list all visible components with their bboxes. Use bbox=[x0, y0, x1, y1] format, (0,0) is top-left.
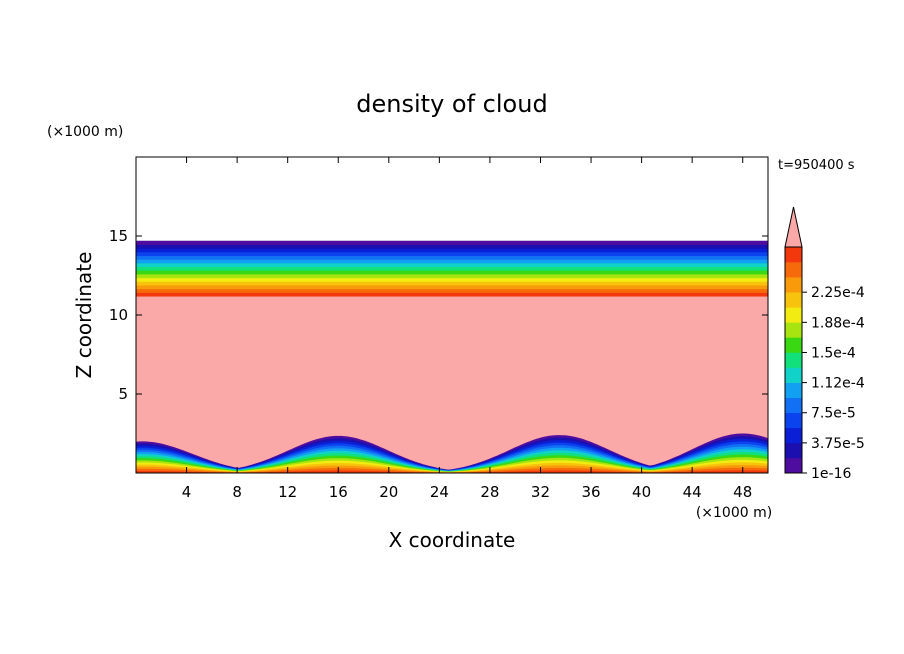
x-tick-label: 24 bbox=[430, 483, 449, 501]
plot-area bbox=[136, 240, 768, 473]
colorbar-label: 1.5e-4 bbox=[811, 345, 856, 361]
x-tick-label: 4 bbox=[182, 483, 192, 501]
colorbar-label: 2.25e-4 bbox=[811, 285, 865, 301]
colorbar-swatch bbox=[785, 247, 802, 263]
colorbar-swatch bbox=[785, 337, 802, 353]
upper-layer-band bbox=[136, 251, 768, 256]
y-tick-label: 10 bbox=[109, 306, 128, 324]
upper-layer-band bbox=[136, 255, 768, 260]
x-tick-label: 48 bbox=[733, 483, 752, 501]
colorbar-label: 1.88e-4 bbox=[811, 315, 865, 331]
time-label: t=950400 s bbox=[778, 158, 855, 173]
colorbar-swatch bbox=[785, 367, 802, 383]
colorbar-swatch bbox=[785, 397, 802, 414]
chart-title: density of cloud bbox=[356, 90, 547, 118]
y-axis-label: Z coordinate bbox=[72, 252, 96, 379]
upper-layer-band bbox=[136, 240, 768, 245]
colorbar-swatch bbox=[785, 442, 802, 459]
x-axis: 4 8 12 16 20 24 28 32 36 40 44 48 bbox=[182, 157, 752, 501]
colorbar-label: 3.75e-5 bbox=[811, 436, 865, 452]
x-tick-label: 8 bbox=[232, 483, 242, 501]
upper-layer-band bbox=[136, 266, 768, 271]
colorbar-over-triangle bbox=[784, 206, 803, 248]
x-tick-label: 40 bbox=[632, 483, 651, 501]
colorbar-swatch bbox=[785, 277, 802, 293]
upper-layer-band bbox=[136, 244, 768, 249]
upper-layer-band bbox=[136, 281, 768, 286]
colorbar-label: 1e-16 bbox=[811, 466, 851, 482]
upper-layer-band bbox=[136, 277, 768, 282]
x-tick-label: 28 bbox=[480, 483, 499, 501]
x-tick-label: 16 bbox=[329, 483, 348, 501]
x-tick-label: 36 bbox=[581, 483, 600, 501]
colorbar-swatch bbox=[785, 292, 802, 308]
x-axis-label: X coordinate bbox=[389, 528, 516, 552]
colorbar: 1e-16 3.75e-5 7.5e-5 1.12e-4 1.5e-4 1.88e-4 2.… bbox=[784, 206, 865, 482]
y-tick-label: 15 bbox=[109, 227, 128, 245]
y-tick-label: 5 bbox=[118, 385, 128, 403]
colorbar-swatch bbox=[785, 262, 802, 278]
colorbar-swatch bbox=[785, 382, 802, 398]
upper-layer-band bbox=[136, 262, 768, 268]
x-tick-label: 12 bbox=[278, 483, 297, 501]
x-unit-label: (×1000 m) bbox=[696, 505, 772, 521]
y-unit-label: (×1000 m) bbox=[47, 124, 123, 140]
colorbar-label: 7.5e-5 bbox=[811, 406, 856, 422]
upper-layer-band bbox=[136, 292, 768, 297]
upper-layer-band bbox=[136, 270, 768, 275]
upper-layer-band bbox=[136, 273, 768, 279]
x-tick-label: 44 bbox=[683, 483, 702, 501]
x-tick-label: 20 bbox=[379, 483, 398, 501]
saturated-region bbox=[136, 296, 768, 473]
y-axis: 5 10 15 bbox=[109, 227, 768, 403]
upper-layer-band bbox=[136, 248, 768, 253]
colorbar-swatch bbox=[785, 412, 802, 429]
colorbar-swatch bbox=[785, 307, 802, 323]
colorbar-label: 1.12e-4 bbox=[811, 376, 865, 392]
colorbar-swatch bbox=[785, 352, 802, 368]
bottom-layer-band bbox=[136, 470, 768, 473]
colorbar-swatch bbox=[785, 457, 802, 474]
colorbar-frame bbox=[784, 246, 803, 474]
x-tick-label: 32 bbox=[531, 483, 550, 501]
colorbar-swatch bbox=[785, 322, 802, 338]
upper-layer-band bbox=[136, 284, 768, 290]
colorbar-swatch bbox=[785, 427, 802, 444]
upper-layer-band bbox=[136, 259, 768, 264]
upper-layer-band bbox=[136, 288, 768, 293]
